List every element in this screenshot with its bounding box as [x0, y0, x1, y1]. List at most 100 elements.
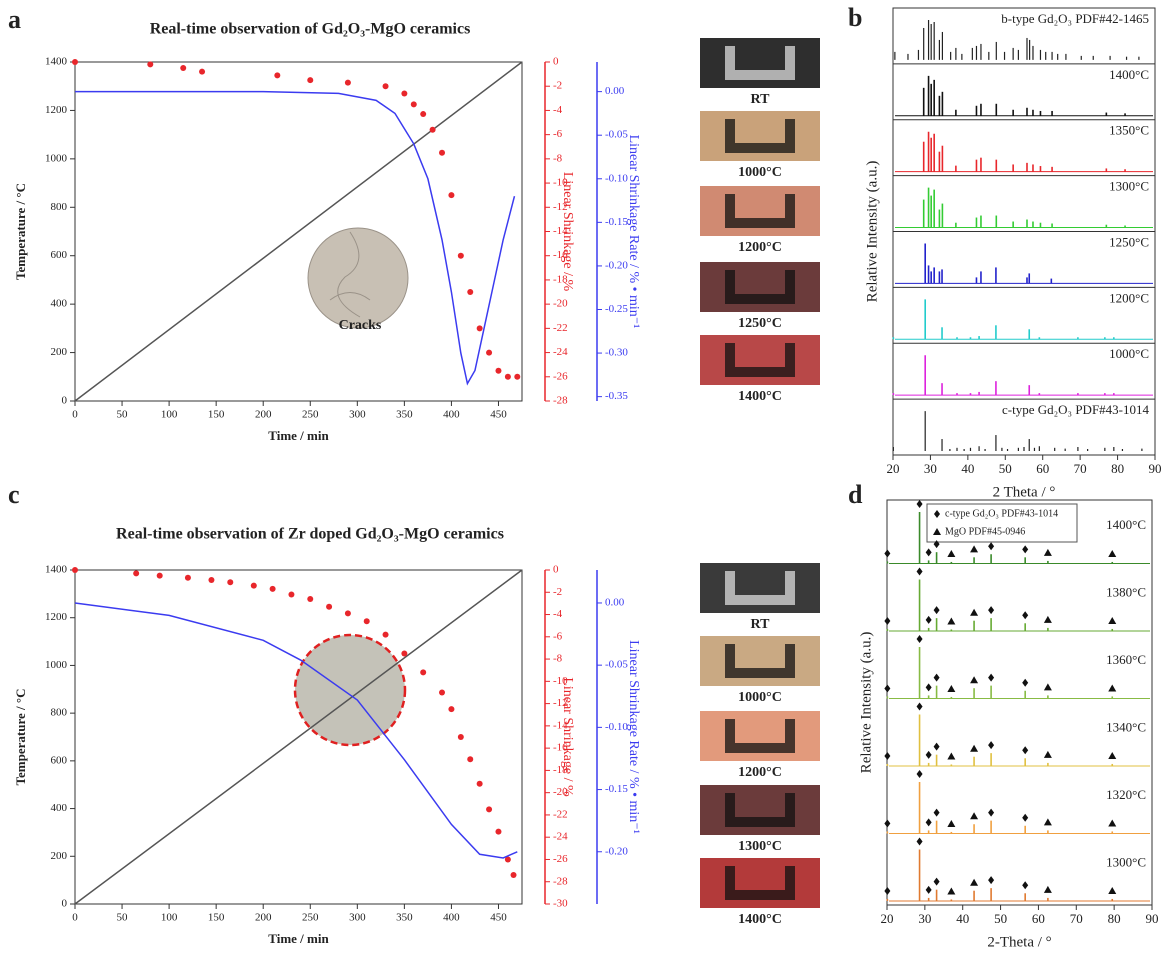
- data-point: [344, 610, 351, 617]
- y-tick-label: 0: [62, 898, 68, 910]
- data-point: [486, 806, 493, 813]
- y3-tick-label: -0.15: [605, 783, 628, 795]
- y-tick-label: 600: [51, 249, 68, 261]
- y-axis-label: Relative Intensity (a.u.): [858, 632, 874, 774]
- y2-tick-label: -20: [553, 298, 568, 310]
- y-axis-label: Temperature / °C: [13, 689, 28, 786]
- y-tick-label: 0: [62, 395, 68, 407]
- photo: [700, 111, 820, 161]
- x-tick-label: 400: [443, 912, 460, 924]
- phase-marker: [1022, 611, 1029, 620]
- data-point: [180, 65, 187, 72]
- x-tick-label: 40: [956, 911, 969, 926]
- data-point: [457, 734, 464, 740]
- data-point: [288, 591, 295, 598]
- x-tick-label: 0: [72, 912, 78, 924]
- photo-label: RT: [751, 92, 771, 107]
- data-point: [439, 689, 446, 696]
- pattern-label: 1000°C: [1109, 346, 1149, 361]
- y3-tick-label: -0.30: [605, 347, 628, 359]
- phase-marker: [933, 808, 940, 817]
- phase-marker: [925, 548, 932, 557]
- y3-axis-label: Linear Shrinkage Rate / % • min⁻¹: [626, 640, 641, 834]
- phase-marker: [988, 876, 995, 885]
- phase-marker: [970, 812, 979, 820]
- y2-tick-label: 0: [553, 56, 559, 68]
- x-tick-label: 50: [999, 461, 1012, 476]
- photo-label: 1400°C: [738, 389, 782, 404]
- y2-tick-label: -24: [553, 831, 568, 843]
- y3-tick-label: -0.20: [605, 845, 628, 857]
- x-tick-label: 100: [161, 409, 178, 421]
- y2-tick-label: -8: [553, 152, 563, 164]
- photo-sample: [725, 194, 795, 228]
- pattern-label: 1350°C: [1109, 123, 1149, 138]
- data-point: [344, 79, 351, 86]
- x-tick-label: 60: [1032, 911, 1045, 926]
- data-point: [510, 872, 517, 879]
- phase-marker: [933, 673, 940, 682]
- data-point: [410, 101, 417, 108]
- phase-marker: [1043, 885, 1052, 893]
- phase-marker: [988, 808, 995, 817]
- data-point: [382, 83, 389, 90]
- x-tick-label: 30: [924, 461, 937, 476]
- data-point: [401, 90, 408, 97]
- photo-sample: [725, 719, 795, 753]
- phase-marker: [1108, 616, 1117, 624]
- x-axis-label: Time / min: [268, 428, 329, 443]
- data-point: [208, 577, 215, 584]
- data-line: [75, 90, 516, 386]
- y-tick-label: 200: [51, 346, 68, 358]
- y3-tick-label: -0.25: [605, 303, 628, 315]
- plot-frame: [74, 569, 523, 905]
- data-point: [476, 325, 483, 332]
- photo-sample: [725, 270, 795, 304]
- data-point: [514, 373, 521, 380]
- x-tick-label: 400: [443, 409, 460, 421]
- inset-sample: [307, 227, 409, 329]
- y2-tick-label: -24: [553, 346, 568, 358]
- phase-marker: [916, 770, 923, 778]
- y2-tick-label: -2: [553, 80, 562, 92]
- y2-tick-label: -18: [553, 273, 568, 285]
- photo-sample: [725, 793, 795, 827]
- y2-tick-label: -8: [553, 653, 563, 665]
- y-tick-label: 600: [51, 754, 68, 766]
- phase-marker: [916, 837, 923, 846]
- phase-marker: [1043, 615, 1052, 623]
- data-point: [448, 706, 455, 713]
- x-tick-label: 30: [918, 911, 931, 926]
- y2-tick-label: -14: [553, 225, 568, 237]
- x-tick-label: 450: [490, 409, 507, 421]
- data-point: [504, 856, 511, 863]
- y-tick-label: 400: [51, 802, 68, 814]
- pattern-label: 1300°C: [1106, 854, 1146, 869]
- phase-marker: [970, 744, 979, 752]
- pattern-label: 1360°C: [1106, 652, 1146, 667]
- photo: [700, 858, 820, 908]
- y2-tick-label: -26: [553, 370, 568, 382]
- x-axis-label: 2 Theta / °: [993, 484, 1056, 500]
- photo: [700, 785, 820, 835]
- x-tick-label: 80: [1111, 461, 1124, 476]
- legend-symbol: [933, 528, 941, 535]
- phase-marker: [1043, 750, 1052, 758]
- y3-tick-label: -0.20: [605, 259, 628, 271]
- y-tick-label: 1400: [45, 56, 68, 68]
- x-tick-label: 250: [302, 912, 319, 924]
- y2-tick-label: -16: [553, 742, 568, 754]
- data-point: [401, 650, 408, 657]
- photo-label: 1000°C: [738, 165, 782, 180]
- y2-tick-label: -12: [553, 201, 568, 213]
- pattern-label: 1300°C: [1109, 179, 1149, 194]
- phase-marker: [1108, 751, 1117, 759]
- y3-tick-label: -0.10: [605, 721, 628, 733]
- x-axis-label: Time / min: [268, 931, 329, 946]
- photo-sample: [725, 46, 795, 80]
- data-point: [133, 570, 140, 577]
- x-tick-label: 450: [490, 912, 507, 924]
- y-tick-label: 800: [51, 707, 68, 719]
- phase-marker: [1022, 545, 1029, 554]
- y2-tick-label: 0: [553, 564, 559, 576]
